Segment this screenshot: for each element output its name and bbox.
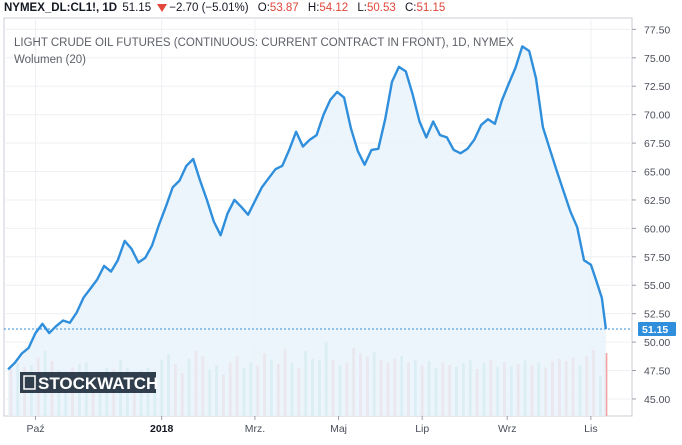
stockwatch-logo: STOCKWATCH	[20, 372, 158, 393]
low-value: 50.53	[366, 2, 396, 14]
y-tick-label: 60.00	[644, 223, 670, 235]
price-area	[8, 46, 606, 417]
last-price-label: 51.15	[638, 322, 676, 337]
high-value: 54.12	[319, 2, 349, 14]
logo-text: STOCKWATCH	[38, 374, 158, 393]
high-label: H:	[307, 2, 320, 14]
x-tick-label: Lip	[415, 423, 429, 435]
y-tick-label: 50.00	[644, 337, 670, 349]
close-value: 51.15	[416, 2, 446, 14]
x-tick-label: Wrz	[498, 423, 516, 435]
logo-mark-icon	[23, 375, 36, 390]
y-tick-label: 67.50	[644, 138, 670, 150]
last-price-label-text: 51.15	[642, 324, 668, 336]
chart-title: LIGHT CRUDE OIL FUTURES (CONTINUOUS: CUR…	[14, 37, 514, 49]
y-tick-label: 47.50	[644, 366, 670, 378]
y-tick-label: 77.50	[644, 24, 670, 36]
chart-header: NYMEX_DL:CL1!, 1D 51.15 −2.70 (−5.01%) O…	[4, 2, 445, 18]
y-axis: 45.00 47.50 50.00 52.50 55.00 57.50 60.00 62.50…	[632, 24, 670, 406]
y-tick-label: 52.50	[644, 309, 670, 321]
x-tick-label: Paź	[26, 423, 44, 435]
price-change: −2.70 (−5.01%)	[169, 2, 249, 14]
price-line	[7, 45, 608, 371]
close-label: C:	[404, 2, 417, 14]
y-tick-label: 72.50	[644, 81, 670, 93]
x-tick-label: Maj	[330, 423, 347, 435]
symbol-label: NYMEX_DL:CL1!, 1D	[4, 2, 118, 14]
x-tick-label: 2018	[150, 423, 174, 435]
volume-indicator-label: Wolumen (20)	[14, 54, 86, 66]
open-label: O:	[257, 2, 270, 14]
down-triangle-icon	[157, 4, 168, 12]
volume-bar	[604, 353, 608, 416]
y-tick-label: 55.00	[644, 280, 670, 292]
logo-background	[20, 372, 156, 393]
y-tick-label: 65.00	[644, 167, 670, 179]
x-axis: Paź 2018 Mrz. Maj Lip Wrz Lis	[26, 416, 598, 435]
last-price: 51.15	[122, 2, 152, 14]
low-label: L:	[357, 2, 367, 14]
y-tick-label: 62.50	[644, 195, 670, 207]
open-value: 53.87	[269, 2, 299, 14]
y-tick-label: 57.50	[644, 252, 670, 264]
y-tick-label: 45.00	[644, 394, 670, 406]
x-tick-label: Lis	[584, 423, 597, 435]
y-tick-label: 75.00	[644, 53, 670, 65]
y-tick-label: 70.00	[644, 110, 670, 122]
x-tick-label: Mrz.	[245, 423, 265, 435]
